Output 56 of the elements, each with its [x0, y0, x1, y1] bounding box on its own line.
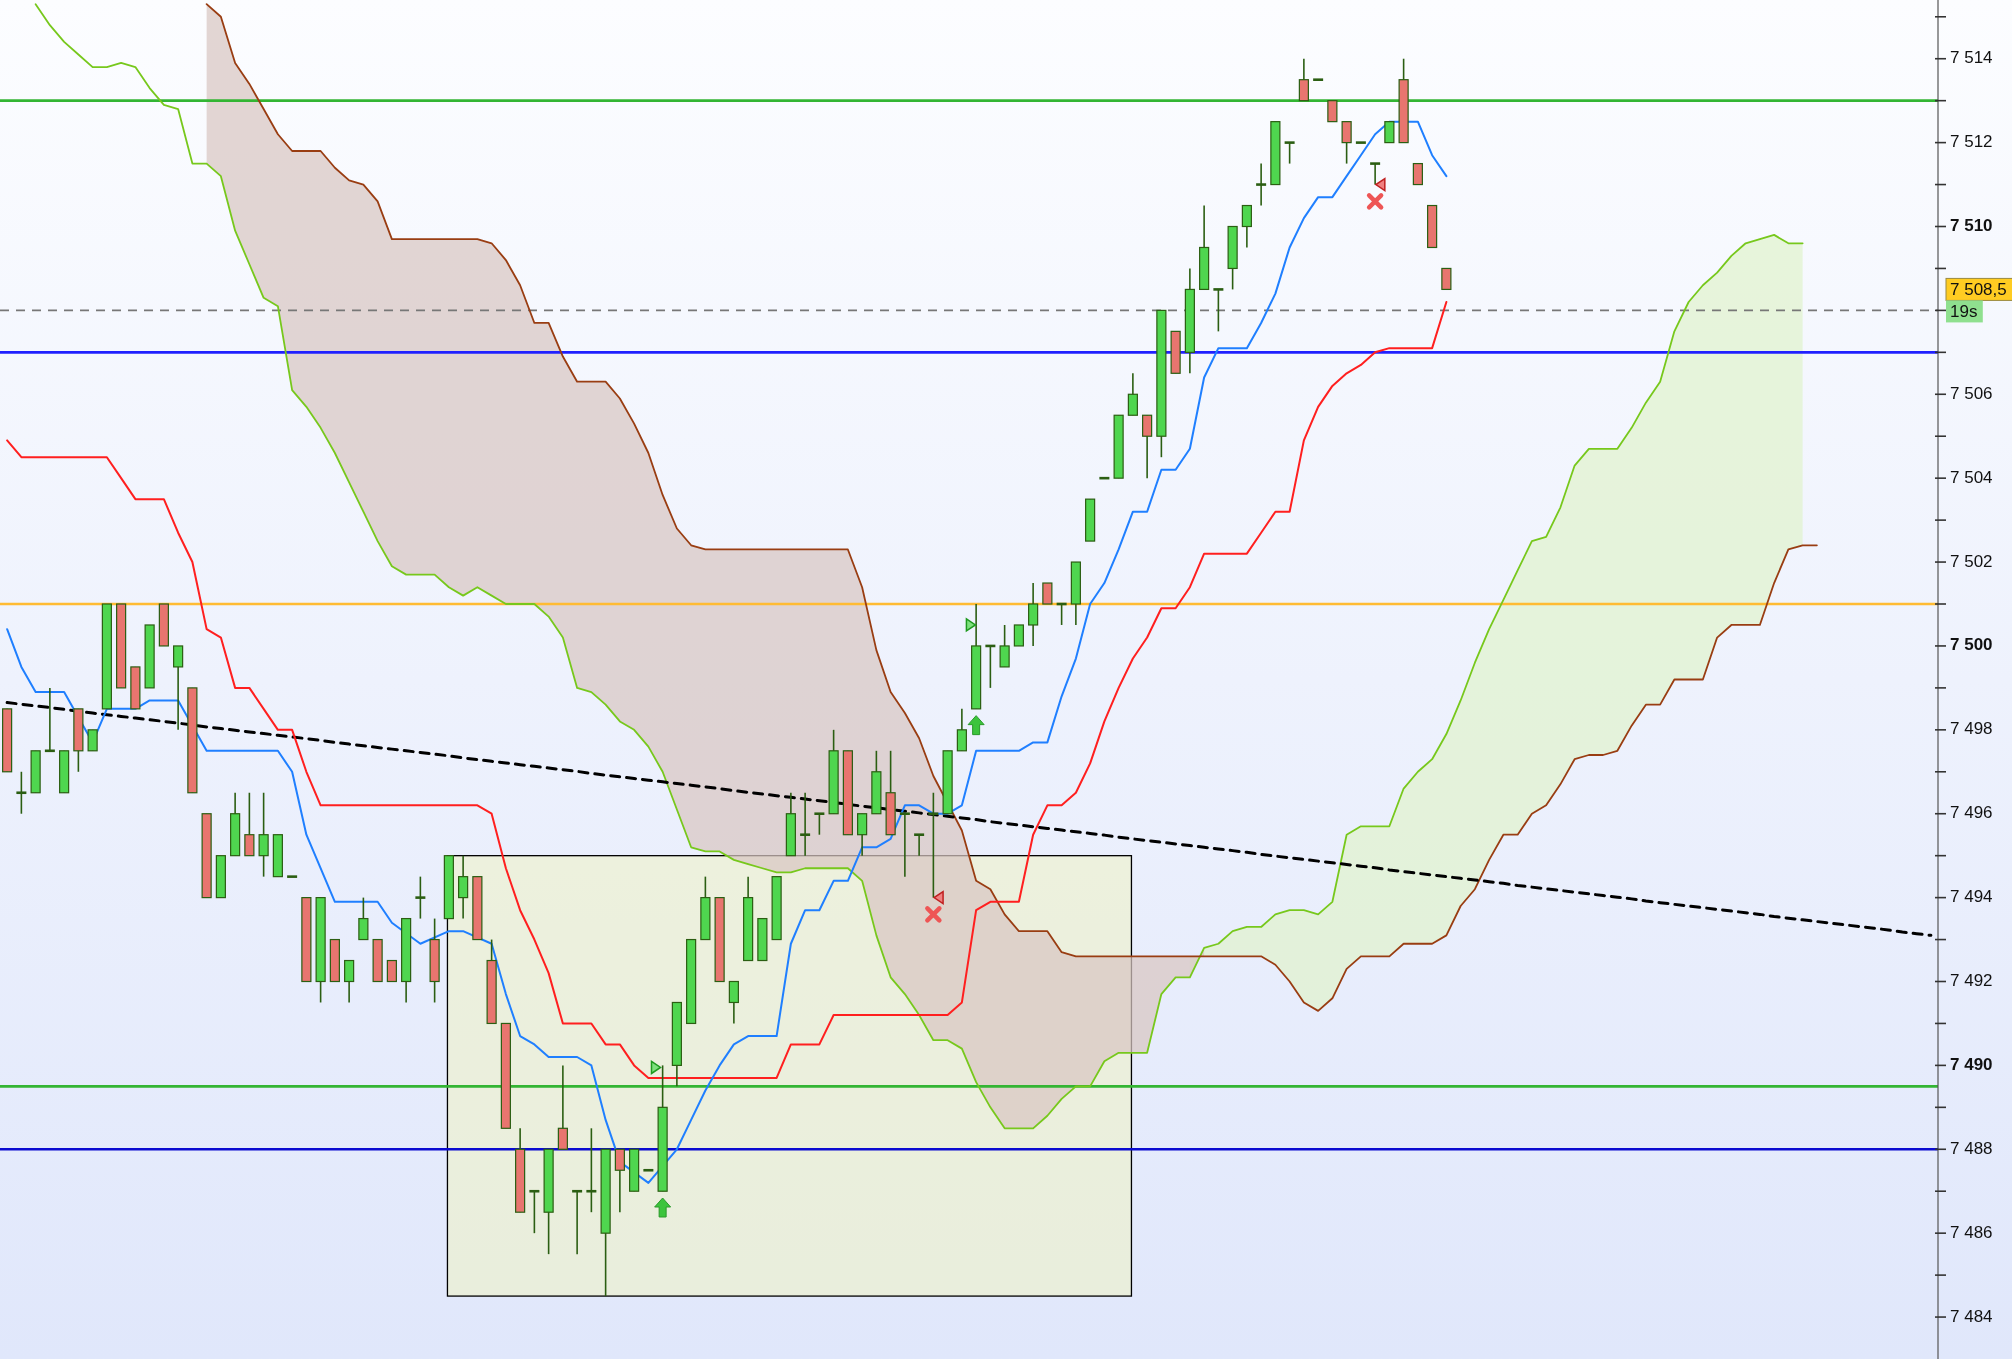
- candlestick: [1028, 582, 1039, 647]
- y-tick-label: 7 496: [1950, 803, 1993, 823]
- candlestick: [728, 980, 739, 1025]
- line-series: [6, 120, 1448, 1184]
- candlestick: [813, 812, 826, 836]
- candlestick: [956, 708, 967, 752]
- candlestick: [528, 1189, 541, 1234]
- candlestick: [1341, 120, 1352, 165]
- candlestick: [1412, 162, 1423, 186]
- candlestick: [1127, 372, 1138, 417]
- y-tick-label: 7 486: [1950, 1222, 1993, 1242]
- line-series: [34, 3, 1804, 1130]
- candlestick: [1283, 141, 1296, 165]
- line-series: [6, 301, 1448, 1079]
- candlestick: [414, 875, 427, 920]
- candlestick: [244, 791, 255, 857]
- candlestick: [258, 791, 269, 878]
- candlestick: [1142, 414, 1153, 479]
- candlestick: [557, 1064, 568, 1151]
- y-tick-label: 7 500: [1950, 635, 1993, 655]
- candlestick: [1042, 582, 1053, 605]
- candlestick: [458, 854, 469, 920]
- y-tick-label: 7 510: [1950, 215, 1993, 235]
- line-series: [205, 3, 1818, 1012]
- candlestick: [614, 1148, 625, 1213]
- candlestick: [1384, 121, 1395, 144]
- candlestick: [344, 959, 355, 1004]
- candlestick: [358, 896, 369, 941]
- candlestick: [1441, 267, 1452, 291]
- candlestick: [1013, 624, 1024, 647]
- candlestick: [1298, 57, 1309, 102]
- y-tick-label: 7 494: [1950, 887, 1993, 907]
- text: 19s: [1950, 301, 1978, 321]
- candlestick: [1212, 288, 1225, 333]
- candlestick: [927, 791, 940, 899]
- y-tick-label: 7 504: [1950, 467, 1993, 487]
- y-tick-label: 7 490: [1950, 1054, 1993, 1074]
- text: 7 508,5: [1950, 279, 2007, 299]
- candlestick: [585, 1127, 598, 1213]
- y-tick-label: 7 514: [1950, 48, 1993, 68]
- y-tick-label: 7 484: [1950, 1306, 1993, 1326]
- line-series: [5, 701, 1933, 937]
- candlestick: [857, 812, 868, 857]
- candlestick: [173, 645, 184, 731]
- candlestick: [87, 729, 98, 752]
- candlestick: [1241, 204, 1252, 249]
- y-tick-label: 7 498: [1950, 719, 1993, 739]
- candlestick: [15, 770, 28, 815]
- candlestick: [386, 959, 397, 983]
- candlestick: [999, 624, 1010, 668]
- candlestick: [1327, 100, 1338, 123]
- y-tick-label: 7 502: [1950, 551, 1993, 571]
- y-tick-label: 7 492: [1950, 970, 1993, 990]
- y-tick-label: 7 506: [1950, 383, 1993, 403]
- y-tick-label: 7 512: [1950, 132, 1993, 152]
- y-tick-label: 7 488: [1950, 1138, 1993, 1158]
